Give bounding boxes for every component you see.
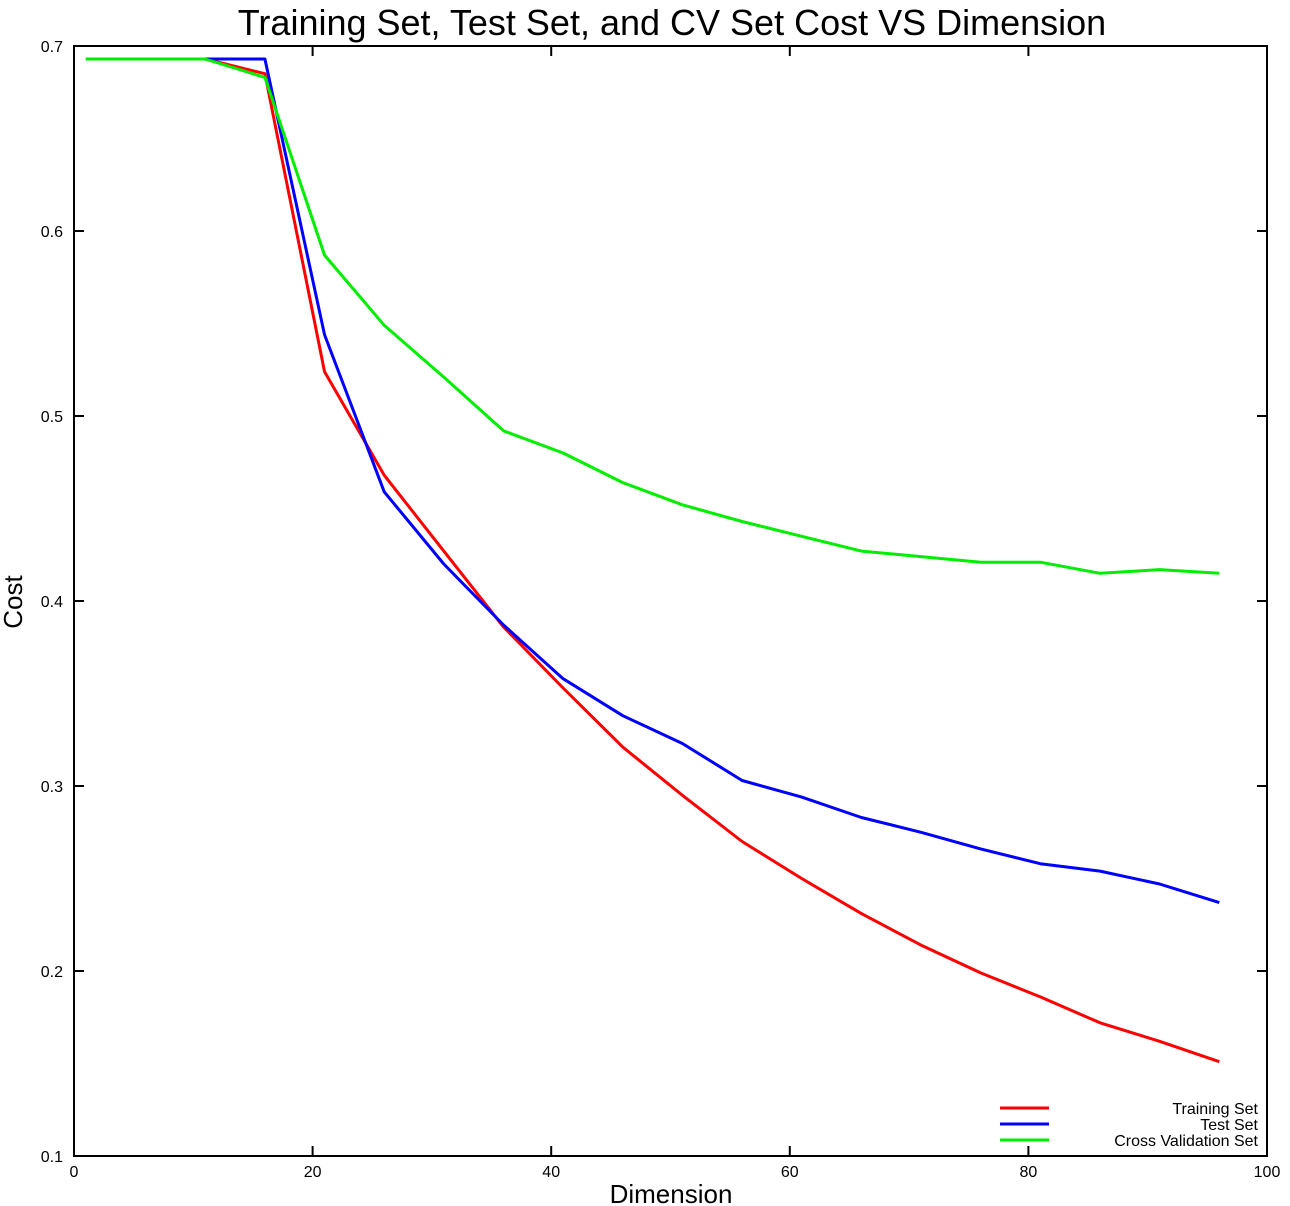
x-tick-label: 40 (542, 1164, 560, 1181)
legend-label-test-set: Test Set (1200, 1117, 1258, 1134)
y-tick-label: 0.6 (41, 224, 63, 241)
plot-frame (73, 45, 1268, 1157)
chart-title: Training Set, Test Set, and CV Set Cost … (238, 2, 1106, 43)
series-line-training-set (85, 57, 1220, 1064)
x-tick-label: 60 (781, 1164, 799, 1181)
series-line-test-set (85, 57, 1220, 905)
series-line-cross-validation-set (85, 57, 1220, 575)
y-tick-label: 0.1 (41, 1149, 63, 1166)
x-tick-label: 20 (304, 1164, 322, 1181)
axis-ticks: 0 20 40 60 80 100 0.1 0.2 0.3 0.4 0.5 0.6 0.7 (41, 39, 1281, 1181)
series-lines (85, 57, 1220, 1064)
y-tick-label: 0.5 (41, 409, 63, 426)
y-tick-label: 0.2 (41, 964, 63, 981)
x-axis-label: Dimension (610, 1179, 733, 1206)
x-tick-label: 0 (70, 1164, 79, 1181)
x-tick-label: 80 (1020, 1164, 1038, 1181)
y-tick-label: 0.7 (41, 39, 63, 56)
legend-label-cross-validation-set: Cross Validation Set (1114, 1133, 1258, 1150)
legend-label-training-set: Training Set (1172, 1101, 1258, 1118)
y-tick-label: 0.3 (41, 779, 63, 796)
x-tick-label: 100 (1254, 1164, 1281, 1181)
y-tick-label: 0.4 (41, 594, 63, 611)
y-axis-label: Cost (0, 574, 28, 628)
